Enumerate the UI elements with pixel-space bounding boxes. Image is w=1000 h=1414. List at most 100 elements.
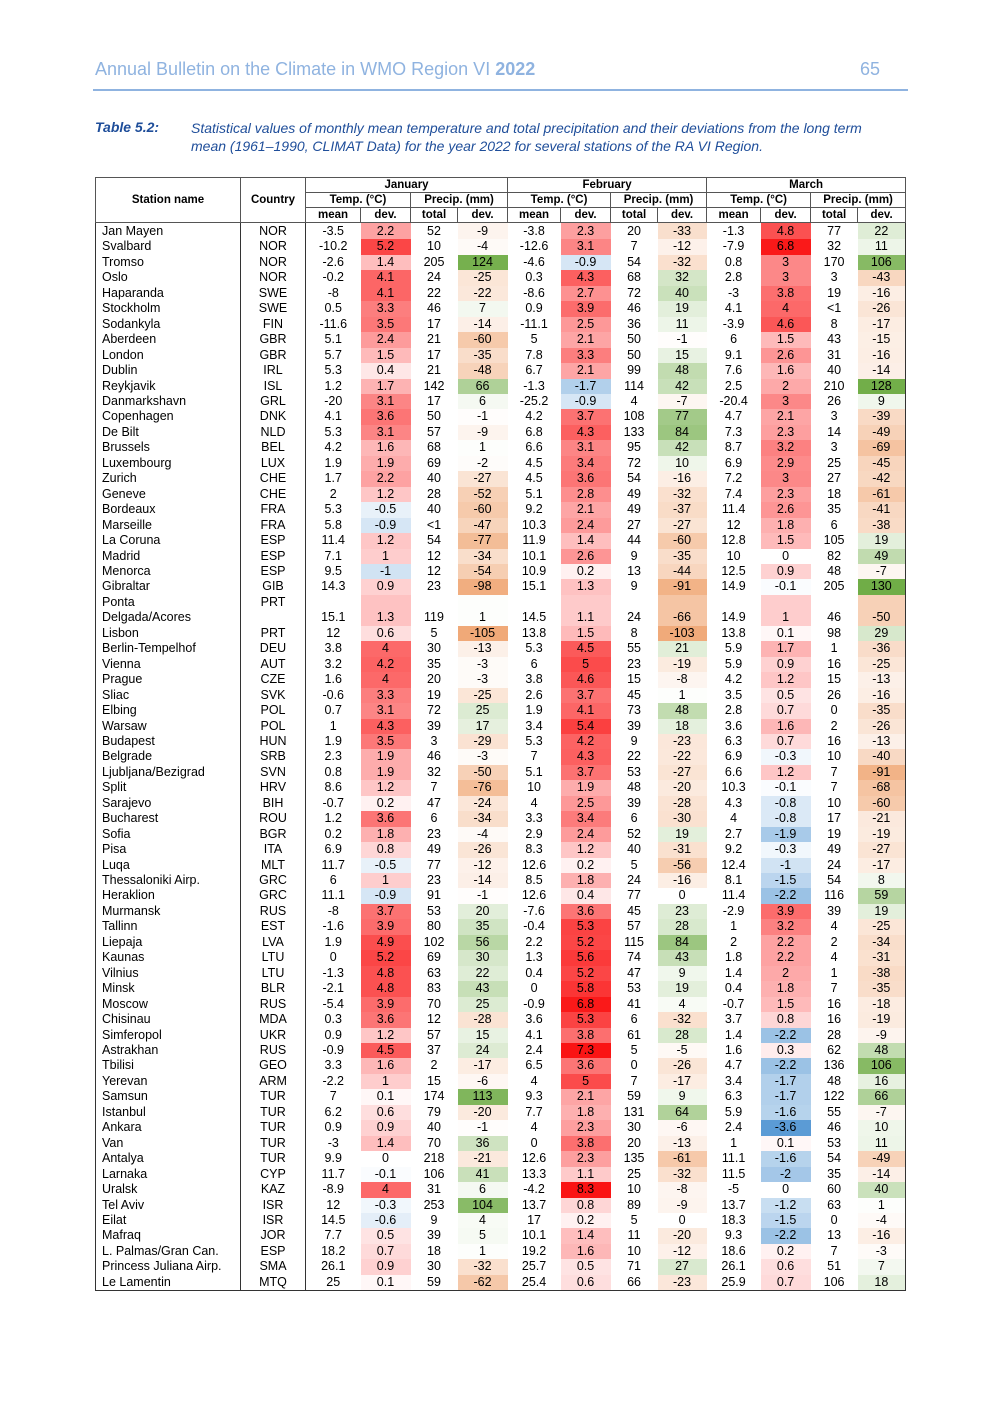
mar-precip-total-cell: 32 <box>827 239 842 254</box>
mar-temp-dev-cell: 1.5 <box>760 533 811 549</box>
country-code: FIN <box>240 316 306 333</box>
feb-precip-total-cell: 54 <box>627 254 641 269</box>
jan-temp-mean-cell: -0.6 <box>322 687 345 702</box>
feb-temp-dev-cell: 4.2 <box>560 733 611 750</box>
mar-temp-dev-cell: 0.7 <box>760 703 811 719</box>
mar-precip-dev-cell: -60 <box>857 795 906 812</box>
jan-precip-total-cell: 23 <box>427 579 441 594</box>
jan-temp-dev-cell: -0.9 <box>360 517 411 534</box>
mar-precip-total-cell: 2 <box>830 934 838 949</box>
mar-temp-mean-cell: 2 <box>730 934 738 949</box>
mar-precip-dev-cell: 128 <box>857 378 906 394</box>
mar-temp-dev-cell: -1.6 <box>760 1151 811 1167</box>
jan-precip-total-cell: 69 <box>427 950 441 965</box>
feb-precip-dev-cell: -22 <box>657 749 707 765</box>
country-code: FRA <box>240 517 306 534</box>
mar-temp-mean-cell: 7.3 <box>724 424 743 439</box>
feb-temp-mean-cell: 25.7 <box>521 1259 547 1274</box>
feb-temp-mean-cell: 11.9 <box>522 533 546 548</box>
jan-temp-mean-cell: 11.4 <box>321 533 345 548</box>
jan-precip-total-cell: 30 <box>427 1259 441 1274</box>
jan-temp-mean-cell: 5.8 <box>324 517 342 532</box>
feb-temp-dev-cell: 7.3 <box>560 1043 611 1059</box>
jan-temp-mean-cell: 6.2 <box>324 1104 342 1119</box>
mar-temp-dev-cell: -1 <box>760 857 811 874</box>
mar-temp-dev-cell: 3.2 <box>760 919 811 935</box>
feb-precip-dev-cell: -32 <box>657 1166 707 1183</box>
mar-temp-mean-cell: 4.1 <box>724 301 743 316</box>
jan-temp-dev-cell: -0.9 <box>360 888 411 904</box>
mar-precip-dev-cell: -9 <box>857 1027 906 1044</box>
country-code: ARM <box>240 1073 306 1090</box>
mar-temp-dev-cell: 4.8 <box>760 222 811 240</box>
jan-precip-total-cell: 39 <box>427 1228 441 1243</box>
table-row: Kaunas LTU 0 5.2 69 30 1.3 5.6 74 43 1.8 2.2 4 -31 <box>95 950 906 966</box>
jan-temp-dev-cell: 3.1 <box>360 703 411 719</box>
feb-temp-mean-cell: -7.6 <box>523 903 545 918</box>
feb-temp-mean-cell: 2.9 <box>525 826 543 841</box>
feb-temp-mean-cell: -0.9 <box>523 996 545 1011</box>
feb-temp-mean-cell: -4.6 <box>523 254 545 269</box>
jan-precip-total-cell: 57 <box>427 1027 441 1042</box>
jan-precip-total-cell: 52 <box>427 224 441 238</box>
table-row: Luxembourg LUX 1.9 1.9 69 -2 4.5 3.4 72 10 6.9 2.9 2… <box>95 455 906 472</box>
station-name: Menorca <box>95 563 241 580</box>
mar-temp-mean-cell: -20.4 <box>719 393 748 408</box>
feb-precip-total-cell: 45 <box>627 903 641 918</box>
country-code: EST <box>240 919 306 935</box>
feb-temp-mean-cell: 0.9 <box>525 301 543 316</box>
jan-precip-total-cell: 205 <box>423 254 445 269</box>
feb-temp-dev-cell: -1.7 <box>560 378 611 394</box>
feb-temp-mean-cell: -11.1 <box>520 316 548 331</box>
jan-precip-dev-cell: 41 <box>457 1166 508 1183</box>
feb-precip-total-cell: 77 <box>627 888 641 903</box>
jan-temp-dev-cell: 4.1 <box>360 270 411 286</box>
mar-temp-dev-cell: 0.9 <box>760 563 811 580</box>
jan-precip-total-cell: 46 <box>427 301 441 316</box>
feb-temp-mean-cell: 12.6 <box>521 857 547 872</box>
jan-precip-dev-cell: -22 <box>457 285 508 302</box>
jan-temp-dev-cell: 0.7 <box>360 1243 411 1260</box>
mar-precip-dev-cell: -19 <box>857 1012 906 1028</box>
feb-precip-dev-cell: -56 <box>657 857 707 874</box>
table-row: London GBR 5.7 1.5 17 -35 7.8 3.3 50 15 9.1 2.6 31 -1… <box>95 347 906 364</box>
mar-temp-dev-cell: 0.7 <box>760 733 811 750</box>
jan-precip-total-cell: 23 <box>427 826 441 841</box>
jan-precip-dev-cell: 113 <box>457 1089 508 1105</box>
mar-temp-dev-cell: 0.7 <box>760 1274 811 1291</box>
feb-precip-total-cell: 27 <box>627 517 641 532</box>
subcolumn-header-total: total <box>410 207 458 223</box>
mar-temp-mean-cell: -2.9 <box>722 903 745 918</box>
mar-temp-dev-cell: -2.2 <box>760 1027 811 1044</box>
mar-temp-mean-cell: 4.7 <box>724 1058 743 1073</box>
jan-temp-dev-cell: 0.4 <box>360 363 411 379</box>
feb-precip-dev-cell: -17 <box>657 1073 707 1090</box>
feb-precip-total-cell: 9 <box>630 733 638 748</box>
feb-temp-mean-cell: 9.2 <box>525 502 543 517</box>
jan-precip-total-cell: 2 <box>430 1058 438 1073</box>
feb-precip-dev-cell: 48 <box>657 703 707 719</box>
jan-temp-mean-cell: -2.1 <box>322 981 345 996</box>
jan-temp-mean-cell: -8 <box>327 285 339 300</box>
table-row: Oslo NOR -0.2 4.1 24 -25 0.3 4.3 68 32 2.8 3 3 -43 <box>95 270 906 286</box>
jan-precip-total-cell: 68 <box>427 440 441 455</box>
station-name: Le Lamentin <box>95 1274 241 1291</box>
jan-precip-dev-cell: 24 <box>457 1043 508 1059</box>
table-row: Van TUR -3 1.4 70 36 0 3.8 20 -13 1 0.1 53 11 <box>95 1135 906 1152</box>
mar-precip-total-cell: 10 <box>827 795 842 810</box>
feb-temp-mean-cell: 6.7 <box>525 363 543 378</box>
country-code: KAZ <box>240 1182 306 1198</box>
mar-precip-dev-cell: -40 <box>857 749 906 765</box>
jan-temp-mean-cell: 3.8 <box>324 641 342 656</box>
feb-temp-dev-cell: -0.9 <box>560 393 611 410</box>
feb-temp-mean-cell: 0 <box>530 1135 538 1150</box>
feb-precip-dev-cell: 10 <box>657 455 707 472</box>
jan-temp-mean-cell: 4.1 <box>324 409 342 424</box>
jan-temp-dev-cell: 1 <box>360 548 411 564</box>
feb-precip-total-cell: 115 <box>624 934 645 949</box>
feb-temp-mean-cell: -1.3 <box>523 378 545 393</box>
feb-precip-total-cell: 10 <box>627 1182 641 1197</box>
table-row: Tbilisi GEO 3.3 1.6 2 -17 6.5 3.6 0 -26 4.7 -2.2 136… <box>95 1058 906 1074</box>
jan-precip-total-cell: 102 <box>423 934 445 949</box>
station-name: Kaunas <box>95 950 241 966</box>
